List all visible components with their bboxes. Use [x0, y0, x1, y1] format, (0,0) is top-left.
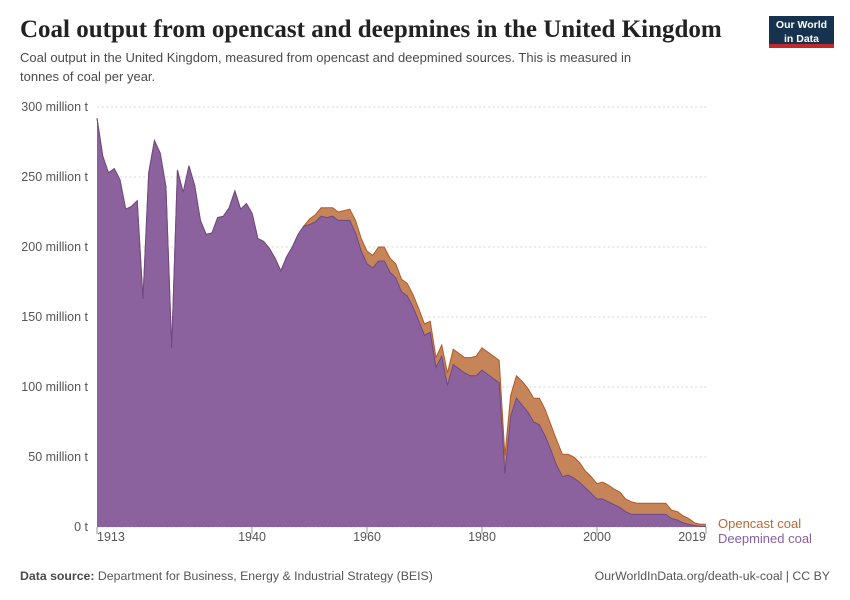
svg-text:Opencast coal: Opencast coal: [718, 516, 801, 531]
svg-text:200 million t: 200 million t: [21, 240, 88, 254]
svg-text:0 t: 0 t: [74, 520, 88, 534]
svg-text:1940: 1940: [238, 530, 266, 544]
svg-text:1913: 1913: [97, 530, 125, 544]
svg-text:50 million t: 50 million t: [28, 450, 88, 464]
svg-text:300 million t: 300 million t: [21, 100, 88, 114]
svg-text:2000: 2000: [583, 530, 611, 544]
svg-text:150 million t: 150 million t: [21, 310, 88, 324]
svg-text:1980: 1980: [468, 530, 496, 544]
svg-text:Deepmined coal: Deepmined coal: [718, 531, 812, 546]
svg-text:1960: 1960: [353, 530, 381, 544]
svg-text:2019: 2019: [678, 530, 706, 544]
svg-text:250 million t: 250 million t: [21, 170, 88, 184]
svg-text:100 million t: 100 million t: [21, 380, 88, 394]
